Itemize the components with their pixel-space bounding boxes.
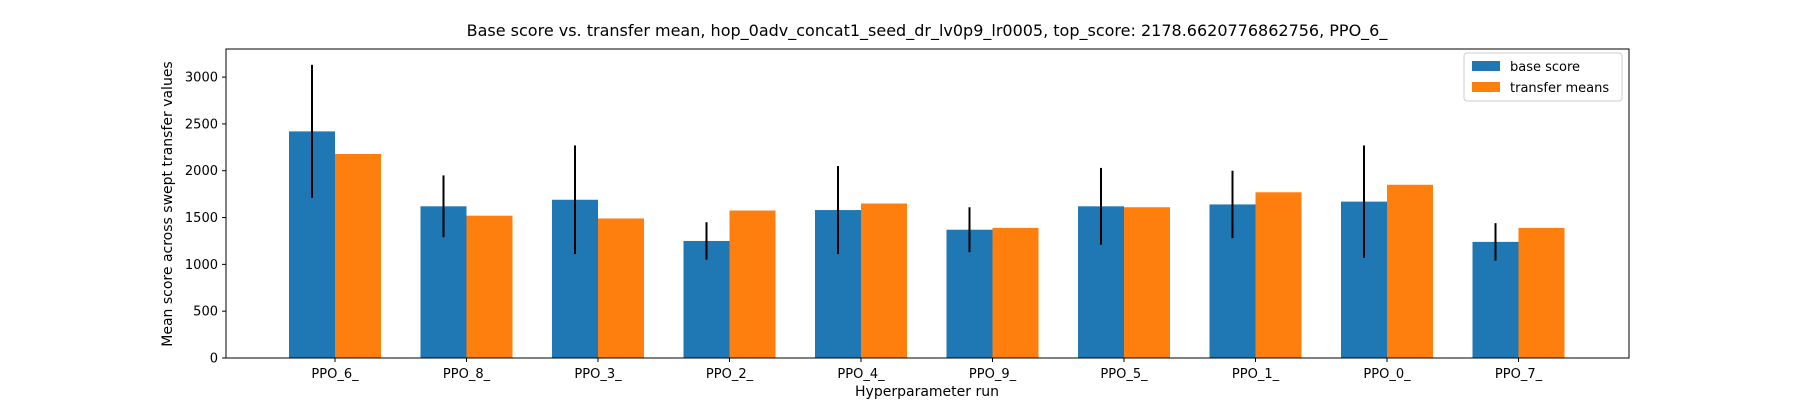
x-tick-label: PPO_5_ (1100, 367, 1148, 382)
x-tick-label: PPO_2_ (706, 367, 754, 382)
y-tick-label: 500 (193, 305, 218, 320)
x-tick-label: PPO_6_ (311, 367, 359, 382)
legend-swatch-base-score (1472, 61, 1500, 71)
x-tick-label: PPO_0_ (1363, 367, 1411, 382)
legend: base score transfer means (1463, 52, 1623, 102)
x-axis: PPO_6_ PPO_8_ PPO_3_ PPO_2_ PPO_4_ PPO_9_ PPO_… (311, 358, 1543, 382)
y-tick-label: 3000 (185, 71, 218, 86)
legend-label-base-score: base score (1510, 60, 1580, 75)
bar-transfer-means-ppo_6 (335, 153, 381, 358)
bar-transfer-means-ppo_3 (598, 218, 644, 358)
y-tick-label: 2500 (185, 117, 218, 132)
y-tick-label: 2000 (185, 164, 218, 179)
x-tick-label: PPO_8_ (443, 367, 491, 382)
x-tick-label: PPO_9_ (969, 367, 1017, 382)
bar-transfer-means-ppo_1 (1255, 192, 1302, 358)
bar-transfer-means-ppo_0 (1387, 184, 1433, 358)
x-tick-label: PPO_1_ (1232, 367, 1280, 382)
chart-title: Base score vs. transfer mean, hop_0adv_c… (467, 21, 1389, 41)
legend-label-transfer-means: transfer means (1510, 81, 1609, 96)
bars-group (289, 131, 1565, 358)
y-tick-label: 0 (210, 352, 218, 367)
bar-transfer-means-ppo_5 (1124, 207, 1170, 358)
y-tick-label: 1000 (185, 258, 218, 273)
x-axis-label: Hyperparameter run (855, 384, 999, 400)
legend-swatch-transfer-means (1472, 82, 1500, 92)
bar-transfer-means-ppo_2 (729, 210, 776, 358)
x-tick-label: PPO_4_ (837, 367, 885, 382)
y-axis: 0 500 1000 1500 2000 2500 3000 (185, 71, 226, 367)
plot-area-frame (225, 48, 1630, 359)
y-axis-label: Mean score across swept transfer values (160, 61, 176, 346)
bar-transfer-means-ppo_8 (466, 215, 513, 358)
legend-box (1463, 52, 1623, 102)
bar-transfer-means-ppo_7 (1518, 227, 1565, 358)
error-bars-group (311, 64, 1497, 261)
x-tick-label: PPO_3_ (574, 367, 622, 382)
bar-transfer-means-ppo_4 (861, 203, 907, 358)
bar-transfer-means-ppo_9 (992, 227, 1039, 358)
bar-base-score-ppo_2 (683, 240, 730, 358)
y-tick-label: 1500 (185, 211, 218, 226)
x-tick-label: PPO_7_ (1495, 367, 1543, 382)
bar-base-score-ppo_7 (1472, 241, 1519, 358)
